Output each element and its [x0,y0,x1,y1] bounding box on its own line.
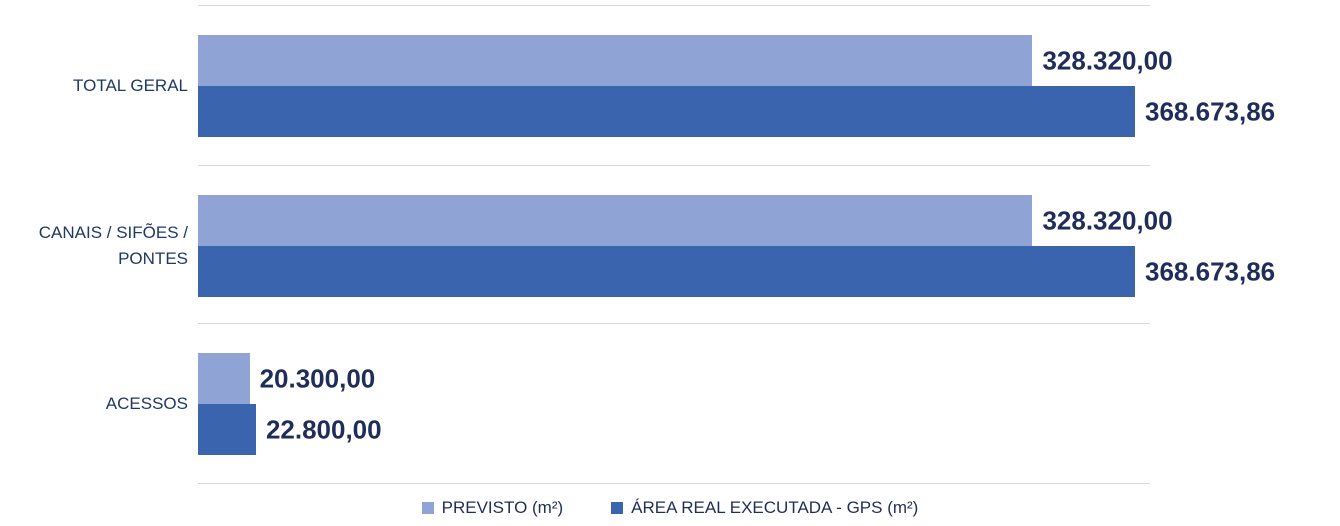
category-label: CANAIS / SIFÕES / PONTES [38,223,188,268]
value-label: 328.320,00 [1042,205,1173,235]
separator [198,165,1150,166]
value-label: 368.673,86 [1145,96,1276,126]
legend-label: PREVISTO (m²) [441,498,564,517]
category-label: ACESSOS [105,394,188,413]
value-label: 368.673,86 [1145,256,1276,286]
value-label: 20.300,00 [259,363,376,393]
value-label: 22.800,00 [265,414,382,444]
value-label: 328.320,00 [1042,45,1173,75]
bar [198,86,1135,137]
legend-item: ÁREA REAL EXECUTADA - GPS (m²) [611,498,918,518]
separator [198,5,1150,6]
legend: PREVISTO (m²) ÁREA REAL EXECUTADA - GPS (… [0,498,1340,518]
separator [198,323,1150,324]
legend-swatch [421,502,434,514]
separator [198,483,1150,484]
category-label: TOTAL GERAL [73,76,188,95]
bar [198,246,1135,297]
legend-label: ÁREA REAL EXECUTADA - GPS (m²) [631,498,919,517]
bar [198,35,1033,86]
legend-item: PREVISTO (m²) [421,498,564,518]
legend-swatch [611,502,624,514]
bar [198,404,256,455]
bar [198,353,250,404]
bar [198,195,1033,246]
